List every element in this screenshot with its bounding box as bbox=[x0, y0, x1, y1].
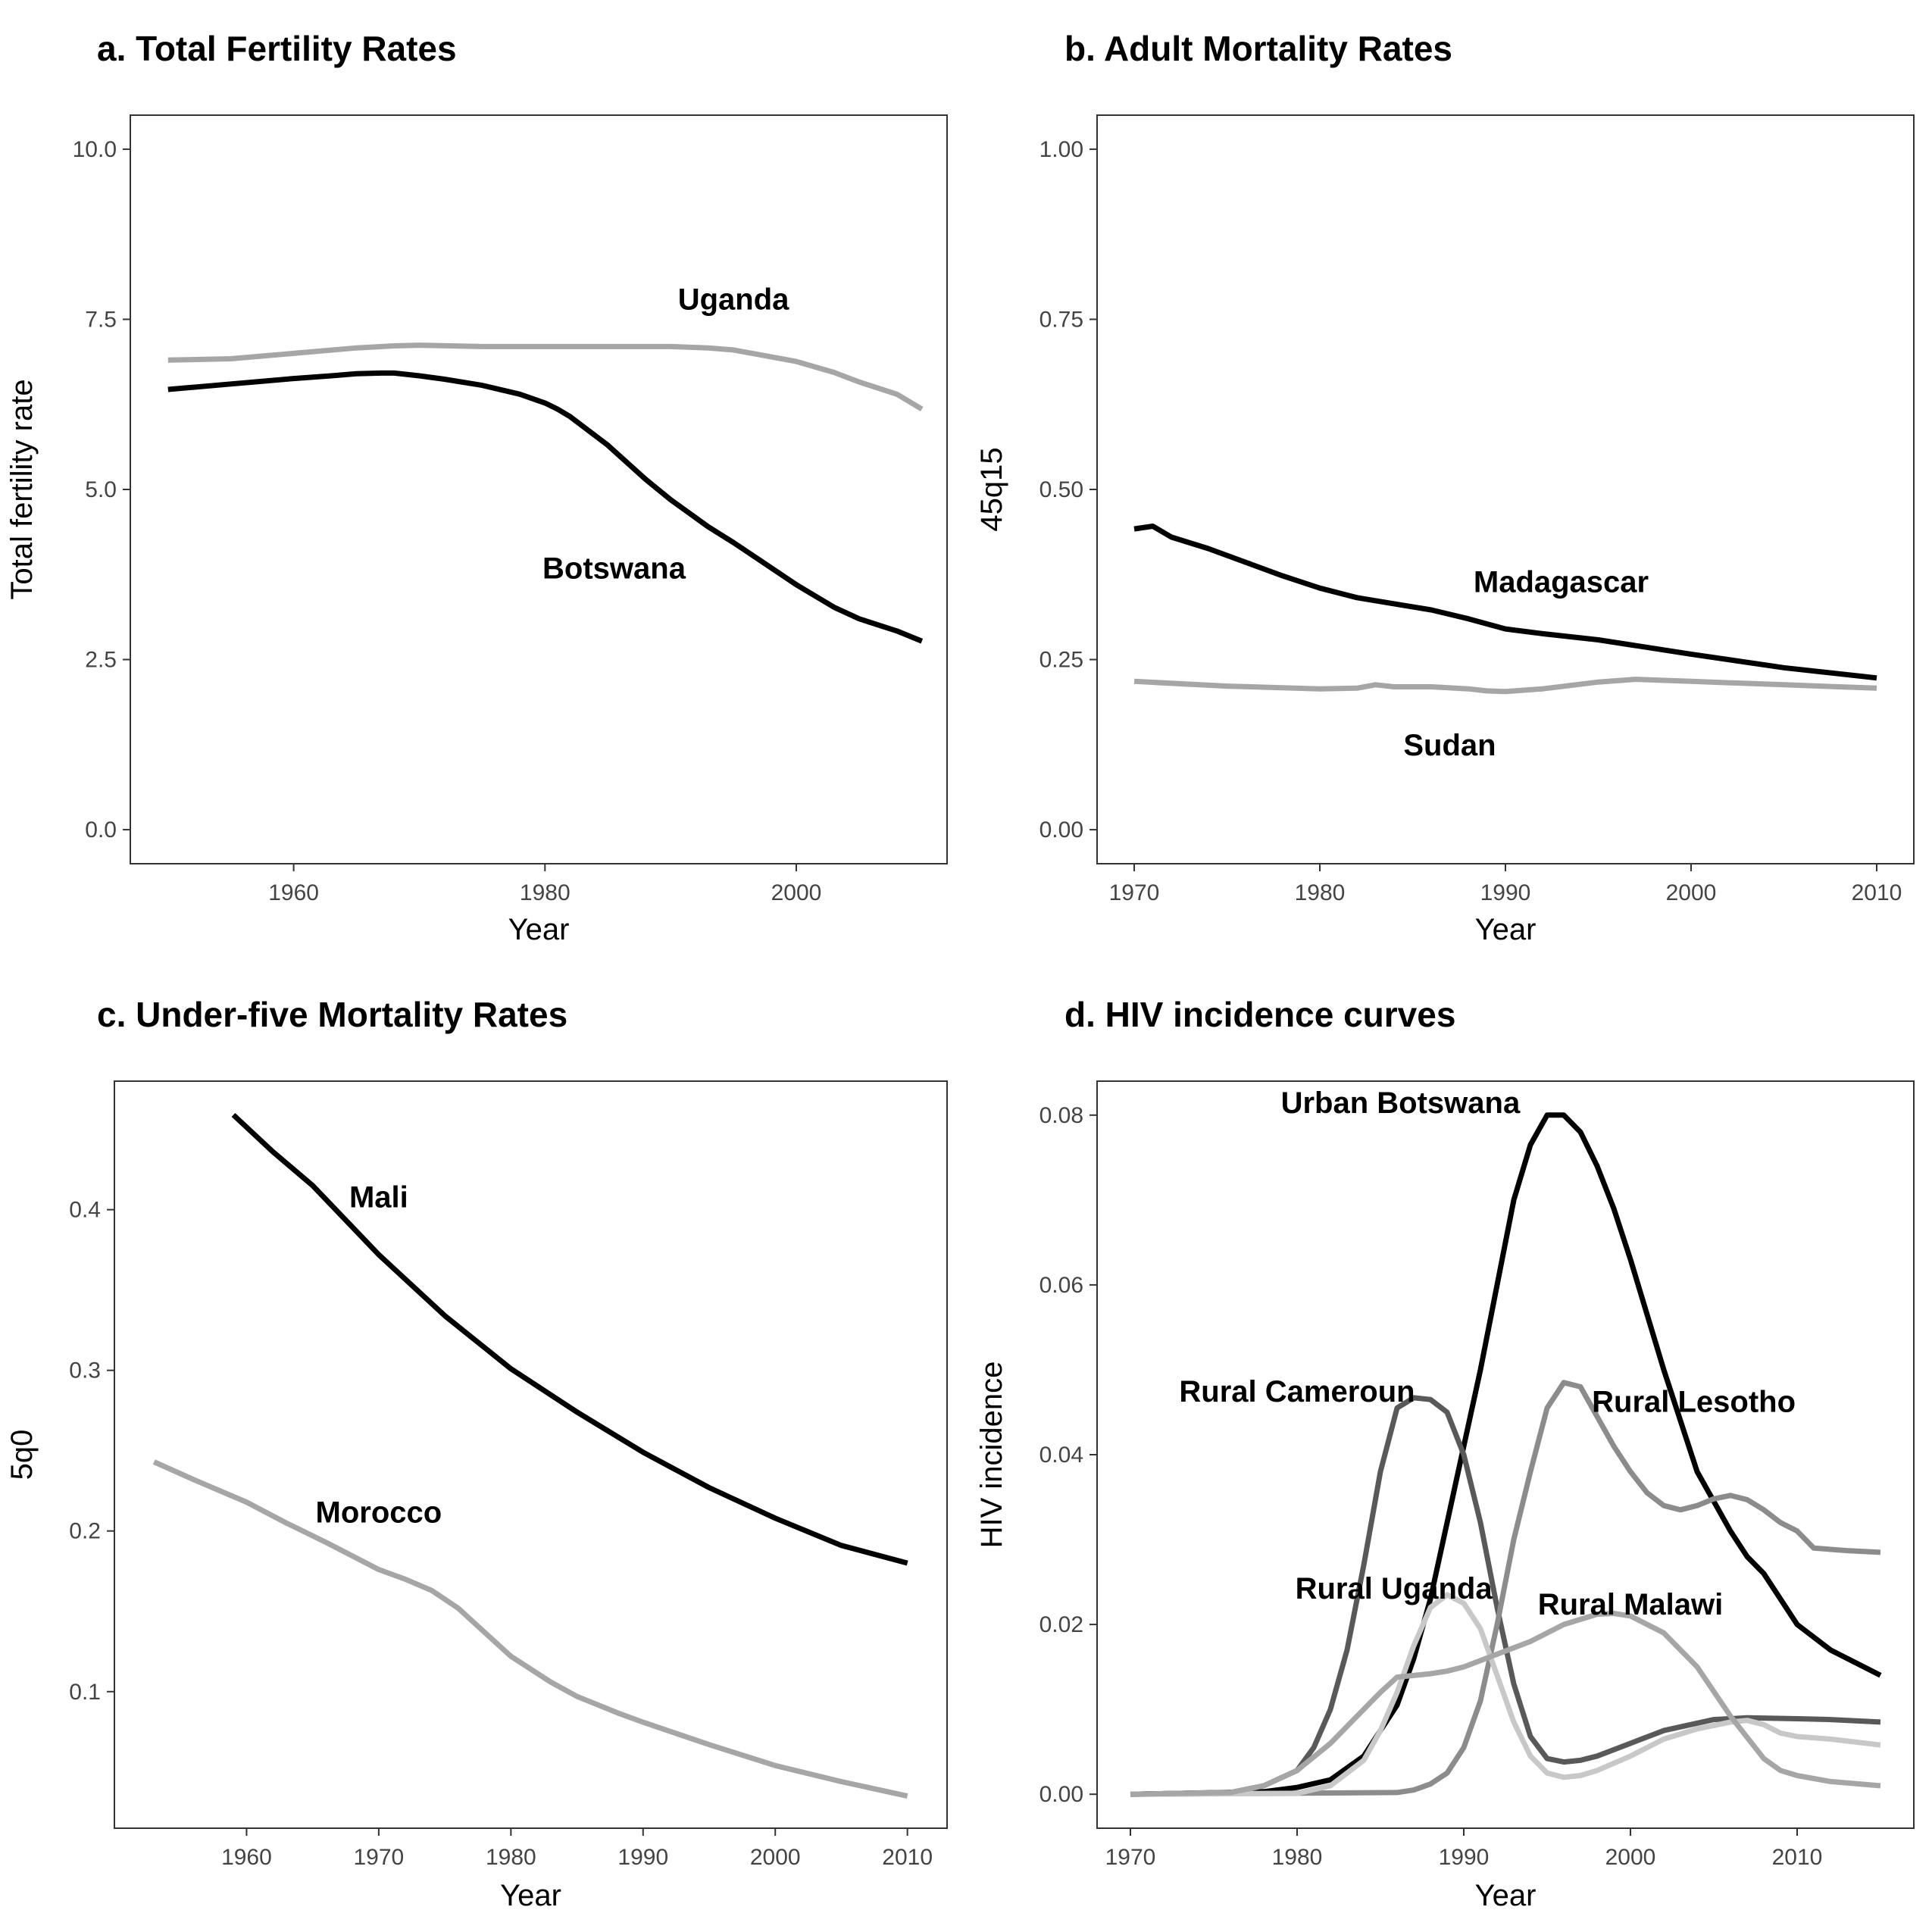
y-tick-label: 0.06 bbox=[1039, 1273, 1083, 1298]
x-axis-label: Year bbox=[1475, 1879, 1537, 1912]
series-line-rural-uganda bbox=[1130, 1592, 1881, 1797]
series-line-sudan bbox=[1133, 677, 1877, 695]
x-tick-label: 2000 bbox=[750, 1845, 801, 1870]
x-tick-label: 1970 bbox=[1105, 1845, 1156, 1870]
x-tick-label: 2000 bbox=[1666, 880, 1717, 905]
plot-frame bbox=[1096, 114, 1915, 864]
series-line-rural-cameroun bbox=[1130, 1395, 1881, 1797]
y-tick-label: 0.25 bbox=[1039, 648, 1083, 673]
y-axis-label: Total fertility rate bbox=[5, 379, 39, 599]
y-tick-label: 7.5 bbox=[85, 307, 117, 332]
panel-b: b. Adult Mortality Rates 0.00 0.25 0.50 0.75… bbox=[975, 29, 1915, 946]
x-tick-label: 1960 bbox=[268, 880, 319, 905]
panel-d: d. HIV incidence curves 0.00 0.02 0.04 0.06 0… bbox=[975, 995, 1915, 1912]
x-tick-label: 1990 bbox=[1439, 1845, 1490, 1870]
series-line-rural-malawi bbox=[1130, 1611, 1881, 1797]
x-tick-label: 2010 bbox=[1772, 1845, 1823, 1870]
x-axis-label: Year bbox=[1475, 913, 1537, 946]
x-tick-label: 1980 bbox=[486, 1845, 536, 1870]
y-tick-label: 0.08 bbox=[1039, 1103, 1083, 1128]
series-label-rural-lesotho: Rural Lesotho bbox=[1592, 1385, 1796, 1418]
y-tick-label: 0.04 bbox=[1039, 1443, 1083, 1468]
series-line-uganda bbox=[167, 342, 924, 412]
y-axis-label: 45q15 bbox=[975, 447, 1008, 531]
plot-frame bbox=[114, 1080, 948, 1829]
series-label-rural-malawi: Rural Malawi bbox=[1538, 1588, 1724, 1621]
x-tick-label: 1970 bbox=[354, 1845, 405, 1870]
series-label-sudan: Sudan bbox=[1403, 729, 1496, 762]
x-tick-label: 2000 bbox=[1605, 1845, 1656, 1870]
series-label-botswana: Botswana bbox=[542, 552, 686, 585]
panel-c: c. Under-five Mortality Rates 0.1 0.2 0.3 0.… bbox=[5, 995, 948, 1912]
panel-title: a. Total Fertility Rates bbox=[97, 29, 457, 68]
y-tick-label: 5.0 bbox=[85, 477, 117, 502]
series-label-rural-cameroun: Rural Cameroun bbox=[1179, 1375, 1415, 1408]
y-tick-label: 0.00 bbox=[1039, 1782, 1083, 1807]
x-tick-label: 2010 bbox=[1852, 880, 1902, 905]
y-tick-label: 0.3 bbox=[69, 1358, 101, 1383]
series-line-rural-lesotho bbox=[1130, 1380, 1881, 1797]
y-tick-label: 2.5 bbox=[85, 648, 117, 673]
x-axis-label: Year bbox=[508, 913, 570, 946]
y-axis-label: HIV incidence bbox=[975, 1361, 1008, 1549]
x-tick-label: 1980 bbox=[1272, 1845, 1323, 1870]
y-tick-label: 1.00 bbox=[1039, 137, 1083, 162]
y-axis-label: 5q0 bbox=[5, 1430, 39, 1480]
y-tick-label: 0.1 bbox=[69, 1680, 101, 1705]
y-tick-label: 0.4 bbox=[69, 1198, 101, 1223]
x-axis-label: Year bbox=[500, 1879, 561, 1912]
plot-frame bbox=[130, 114, 948, 864]
y-tick-label: 0.02 bbox=[1039, 1612, 1083, 1637]
series-label-uganda: Uganda bbox=[678, 283, 789, 317]
x-tick-label: 1970 bbox=[1109, 880, 1160, 905]
series-line-madagascar bbox=[1133, 524, 1877, 681]
x-tick-label: 1990 bbox=[1480, 880, 1531, 905]
series-label-madagascar: Madagascar bbox=[1474, 565, 1649, 599]
panel-a: a. Total Fertility Rates 0.0 2.5 5.0 7.5 10.0… bbox=[5, 29, 948, 946]
y-tick-label: 0.75 bbox=[1039, 307, 1083, 332]
x-tick-label: 1980 bbox=[520, 880, 571, 905]
series-label-urban-botswana: Urban Botswana bbox=[1281, 1086, 1521, 1120]
x-tick-label: 1960 bbox=[221, 1845, 272, 1870]
x-tick-label: 2010 bbox=[882, 1845, 933, 1870]
panel-title: c. Under-five Mortality Rates bbox=[97, 995, 567, 1034]
y-tick-label: 10.0 bbox=[73, 137, 117, 162]
panel-title: d. HIV incidence curves bbox=[1064, 995, 1455, 1034]
y-tick-label: 0.00 bbox=[1039, 818, 1083, 843]
series-line-botswana bbox=[167, 370, 924, 644]
series-line-morocco bbox=[152, 1459, 908, 1799]
series-label-rural-uganda: Rural Uganda bbox=[1296, 1572, 1493, 1605]
x-tick-label: 2000 bbox=[771, 880, 822, 905]
x-tick-label: 1990 bbox=[617, 1845, 668, 1870]
panel-title: b. Adult Mortality Rates bbox=[1064, 29, 1452, 68]
y-tick-label: 0.2 bbox=[69, 1519, 101, 1544]
series-label-mali: Mali bbox=[349, 1181, 408, 1215]
series-label-morocco: Morocco bbox=[316, 1496, 442, 1529]
series-line-mali bbox=[231, 1112, 908, 1566]
y-tick-label: 0.0 bbox=[85, 818, 117, 843]
y-tick-label: 0.50 bbox=[1039, 477, 1083, 502]
x-tick-label: 1980 bbox=[1295, 880, 1346, 905]
